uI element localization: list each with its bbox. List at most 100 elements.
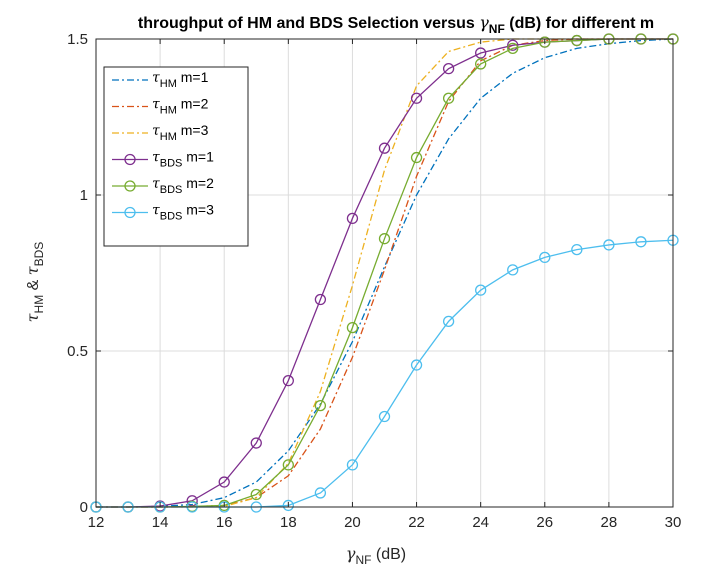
legend-label: τBDS m=3 — [152, 202, 214, 223]
data-point-marker — [507, 264, 519, 276]
data-point-marker — [507, 42, 519, 55]
data-point-marker — [218, 476, 230, 488]
xlabel-suffix: (dB) — [371, 546, 406, 563]
data-point-marker — [378, 142, 391, 154]
legend-symbol: τ — [152, 97, 160, 113]
y-axis-ticks: 0 0.5 1 1.5 — [67, 31, 673, 516]
legend-symbol: τ — [152, 150, 160, 166]
title-prefix: throughput of HM and BDS Selection versu… — [138, 15, 479, 32]
x-tick-label: 22 — [408, 514, 425, 531]
legend-marker-sample — [124, 206, 136, 219]
legend-entry: τHM m=1 — [112, 69, 209, 90]
y-tick-label: 0 — [80, 499, 88, 516]
ylabel-subscript-2: BDS — [32, 242, 46, 267]
legend-subscript: BDS — [160, 158, 183, 170]
legend-entry: τBDS m=2 — [112, 175, 214, 196]
data-point-marker — [282, 459, 294, 471]
legend-symbol: τ — [152, 70, 160, 86]
legend-series-name: m=3 — [182, 202, 214, 218]
ylabel-symbol-1: τ — [23, 312, 42, 322]
x-tick-label: 26 — [536, 514, 553, 531]
data-point-marker — [410, 151, 423, 164]
y-tick-label: 1.5 — [67, 31, 88, 48]
x-tick-label: 30 — [665, 514, 682, 531]
legend-series-name: m=1 — [177, 69, 209, 85]
plot-frame — [95, 38, 674, 508]
title-subscript: NF — [489, 22, 505, 36]
legend-subscript: HM — [160, 78, 177, 90]
legend-label: τHM m=3 — [152, 122, 209, 143]
legend-symbol: τ — [152, 203, 160, 219]
x-tick-label: 16 — [216, 514, 233, 531]
legend-series-name: m=3 — [177, 122, 209, 138]
data-point-marker — [282, 374, 294, 387]
data-point-marker — [346, 321, 359, 334]
legend-subscript: BDS — [160, 211, 183, 223]
data-point-marker — [410, 359, 423, 371]
data-point-marker — [314, 293, 327, 306]
legend-series-name: m=2 — [177, 96, 209, 112]
data-point-marker — [475, 47, 487, 59]
ylabel-joiner: & — [25, 275, 42, 295]
series-line — [96, 38, 674, 508]
xlabel-symbol: γ — [346, 544, 356, 563]
legend-entry: τBDS m=3 — [112, 202, 214, 223]
x-axis-ticks: 12 14 16 18 20 22 24 26 28 30 — [88, 39, 682, 531]
data-point-marker — [378, 233, 391, 245]
data-point-marker — [539, 251, 551, 264]
data-point-marker — [571, 243, 583, 256]
legend-label: τHM m=1 — [152, 69, 209, 90]
data-point-marker — [603, 239, 615, 251]
x-tick-label: 18 — [280, 514, 297, 531]
title-gamma-symbol: γ — [479, 13, 489, 32]
data-point-marker — [282, 499, 294, 512]
data-point-marker — [571, 34, 583, 47]
data-point-marker — [250, 437, 262, 449]
y-tick-label: 1 — [80, 187, 88, 204]
data-point-marker — [635, 236, 647, 248]
legend-subscript: BDS — [160, 184, 183, 196]
legend-symbol: τ — [152, 123, 160, 139]
x-tick-label: 20 — [344, 514, 361, 531]
x-tick-label: 24 — [472, 514, 489, 531]
x-tick-label: 12 — [88, 514, 105, 531]
ylabel-subscript-1: HM — [32, 295, 46, 314]
y-axis-label: τHM & τBDS — [23, 242, 46, 323]
data-point-marker — [442, 62, 455, 75]
legend-marker-sample — [124, 180, 136, 192]
legend-series-name: m=2 — [182, 175, 214, 191]
data-point-marker — [442, 315, 455, 328]
legend-entry: τBDS m=1 — [112, 149, 214, 170]
data-point-marker — [539, 36, 551, 48]
series-1 — [96, 38, 674, 508]
legend-entry: τHM m=3 — [112, 122, 209, 143]
y-tick-label: 0.5 — [67, 343, 88, 360]
data-point-marker — [250, 488, 262, 501]
legend-entry: τHM m=2 — [112, 96, 209, 117]
legend-box — [103, 66, 249, 247]
data-point-marker — [314, 399, 327, 412]
data-point-marker — [378, 410, 391, 423]
x-tick-label: 14 — [152, 514, 169, 531]
data-point-marker — [442, 92, 455, 104]
data-point-marker — [475, 58, 487, 70]
legend-subscript: HM — [160, 131, 177, 143]
legend-subscript: HM — [160, 105, 177, 117]
xlabel-subscript: NF — [355, 553, 371, 567]
legend-label: τBDS m=2 — [152, 175, 214, 196]
legend-symbol: τ — [152, 176, 160, 192]
data-point-marker — [314, 487, 327, 499]
data-point-marker — [475, 284, 487, 296]
x-axis-label: γNF (dB) — [346, 544, 406, 567]
data-point-marker — [346, 212, 359, 225]
x-tick-label: 28 — [601, 514, 618, 531]
chart-title: throughput of HM and BDS Selection versu… — [138, 13, 654, 36]
legend-series-name: m=1 — [182, 149, 214, 165]
data-point-marker — [410, 92, 423, 104]
ylabel-symbol-2: τ — [23, 265, 42, 275]
legend-label: τBDS m=1 — [152, 149, 214, 170]
title-suffix: (dB) for different m — [505, 15, 654, 32]
